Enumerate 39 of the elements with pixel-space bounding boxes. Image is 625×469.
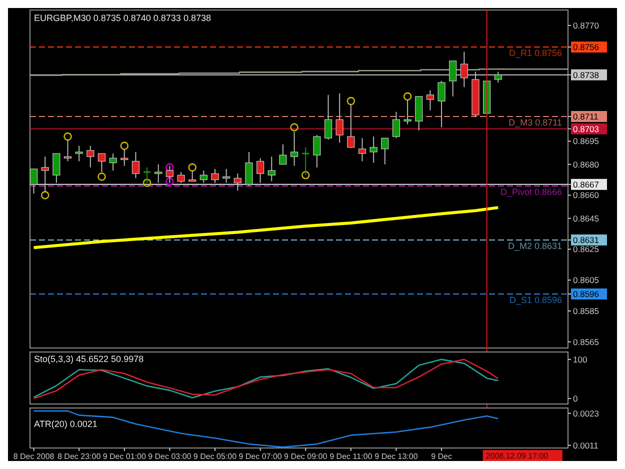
chart-title: EURGBP,M30 0.8735 0.8740 0.8733 0.8738 — [34, 13, 211, 23]
y-tick-label: 0.8680 — [573, 159, 600, 170]
y-tick-label: 0.0023 — [573, 408, 600, 418]
text: ATR(20) 0.0021 — [34, 419, 98, 429]
y-tick-label: 0.8660 — [573, 190, 600, 200]
y-tick-label: 0.8711 — [573, 111, 599, 122]
ref-line-label: D_Pivot 0.8666 — [500, 186, 562, 197]
x-tick-label: 8 Dec 23:00 — [58, 452, 102, 461]
y-tick-label: 0.8631 — [573, 234, 600, 245]
y-tick-label: 0.8645 — [573, 213, 600, 224]
ref-line-label: D_S1 0.8596 — [509, 294, 562, 305]
x-tick-label: 9 Dec 07:00 — [238, 452, 282, 461]
y-tick-label: 0.0011 — [573, 440, 599, 450]
y-tick-label: 0.8770 — [573, 20, 600, 30]
x-tick-label: 9 Dec 03:00 — [148, 452, 192, 461]
y-tick-label: 0.8585 — [573, 306, 600, 316]
ref-line-label: D_M2 0.8631 — [508, 240, 562, 251]
x-tick-label: 9 Dec 05:00 — [193, 452, 238, 461]
y-tick-label: 0.8596 — [573, 288, 600, 299]
x-tick-label: 9 Dec 13:00 — [374, 452, 418, 461]
y-tick-label: 0.8695 — [573, 136, 600, 146]
y-tick-label: 0 — [573, 394, 578, 404]
x-tick-label: 9 Dec 11:00 — [330, 452, 373, 461]
chart-title: Sto(5,3,3) 45.6522 50.9978 — [34, 354, 144, 364]
y-tick-label: 0.8625 — [573, 244, 600, 254]
y-tick-label: 0.8703 — [573, 124, 600, 134]
y-tick-label: 0.8565 — [573, 336, 600, 347]
x-tick-label: 8 Dec 2008 — [13, 452, 55, 461]
x-tick-label: 9 Dec — [431, 452, 452, 461]
y-tick-label: 0.8756 — [573, 42, 600, 52]
y-tick-label: 0.8667 — [573, 179, 600, 190]
ref-line-label: 2008.12.09 17:00 — [486, 452, 549, 460]
y-tick-label: 0.8605 — [573, 275, 600, 286]
x-tick-label: 9 Dec 01:00 — [102, 452, 147, 461]
y-tick-label: 100 — [573, 354, 588, 364]
y-tick-label: 0.8738 — [573, 70, 600, 80]
ref-line-label: D_R1 0.8756 — [508, 48, 562, 58]
x-tick-label: 9 Dec 09:00 — [284, 452, 328, 461]
ref-line-label: D_M3 0.8711 — [508, 117, 562, 128]
